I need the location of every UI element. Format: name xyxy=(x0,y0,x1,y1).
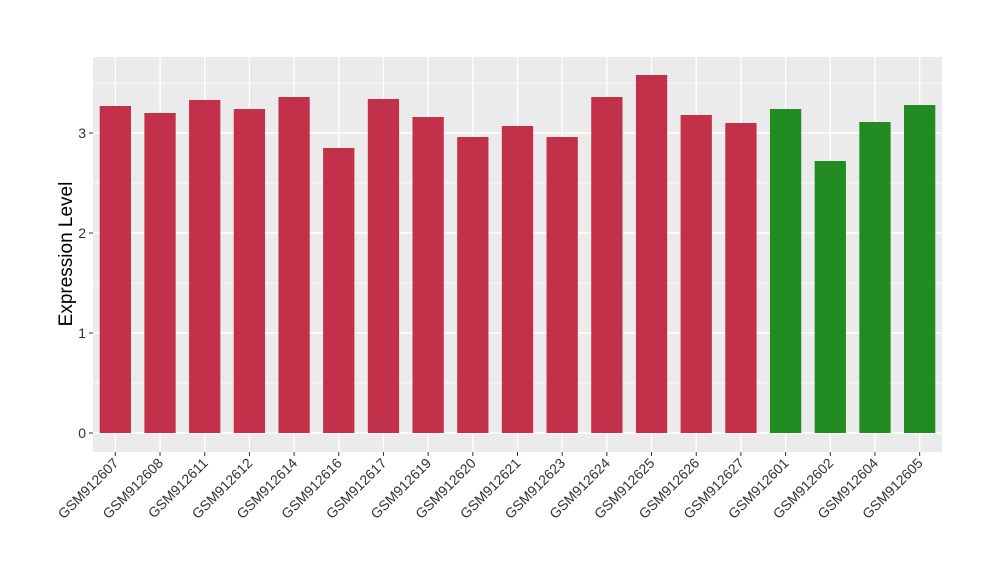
bar-GSM912607 xyxy=(99,106,131,433)
bar-GSM912616 xyxy=(323,148,355,433)
bar-GSM912624 xyxy=(591,97,623,433)
bar-GSM912601 xyxy=(769,109,802,433)
bar-GSM912619 xyxy=(412,117,444,433)
bar-GSM912625 xyxy=(635,75,668,433)
bar-GSM912626 xyxy=(680,115,712,433)
y-tick-label: 3 xyxy=(78,125,86,141)
x-axis: GSM912607GSM912608GSM912611GSM912612GSM9… xyxy=(55,452,926,522)
bar-GSM912620 xyxy=(457,137,489,433)
bar-GSM912614 xyxy=(278,97,310,433)
y-tick-label: 2 xyxy=(78,225,86,241)
y-axis: 0 1 2 3 xyxy=(78,125,93,441)
y-axis-label: Expression Level xyxy=(56,182,77,327)
y-tick-label: 0 xyxy=(78,425,86,441)
bar-GSM912602 xyxy=(814,161,846,433)
y-tick-label: 1 xyxy=(78,325,86,341)
bar-GSM912623 xyxy=(546,137,578,433)
bar-GSM912612 xyxy=(233,109,266,433)
bars xyxy=(99,75,936,433)
bar-GSM912621 xyxy=(501,126,534,433)
bar-GSM912608 xyxy=(144,113,176,433)
bar-GSM912605 xyxy=(904,105,936,433)
bar-GSM912627 xyxy=(725,123,757,433)
bar-GSM912611 xyxy=(189,100,221,433)
bar-GSM912617 xyxy=(367,99,400,433)
bar-GSM912604 xyxy=(859,122,891,433)
